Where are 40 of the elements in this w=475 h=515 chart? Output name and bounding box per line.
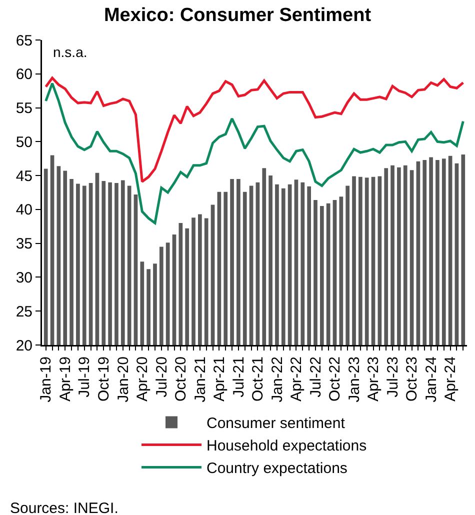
x-tick-label: Jan-24 — [422, 356, 440, 402]
annotation: n.s.a. — [53, 44, 88, 60]
x-tick-label: Jul-19 — [76, 356, 94, 398]
x-tick-label: Jul-22 — [307, 356, 324, 398]
line-series — [44, 82, 464, 224]
y-tick-label: 45 — [16, 168, 32, 185]
y-tick-label: 30 — [16, 269, 32, 286]
x-tick-label: Oct-23 — [404, 356, 421, 402]
y-tick-label: 60 — [16, 66, 32, 84]
x-tick-label: Jan-19 — [38, 356, 55, 402]
y-tick-label: 40 — [16, 202, 32, 219]
legend-label: Household expectations — [206, 438, 367, 455]
y-tick-label: 35 — [16, 236, 32, 253]
x-tick-label: Apr-19 — [56, 356, 74, 402]
y-tick-label: 55 — [16, 100, 32, 118]
x-tick-label: Jan-21 — [192, 356, 209, 402]
x-tick-label: Jan-22 — [268, 356, 286, 402]
chart-title: Mexico: Consumer Sentiment — [104, 5, 372, 26]
y-tick-label: 25 — [16, 303, 32, 320]
x-tick-label: Apr-20 — [134, 356, 152, 402]
x-tick-label: Oct-22 — [326, 356, 344, 402]
legend-label: Consumer sentiment — [206, 415, 346, 432]
y-tick-label: 20 — [16, 337, 32, 354]
x-tick-label: Jul-20 — [153, 356, 170, 398]
line-series — [44, 76, 464, 183]
x-tick-label: Oct-20 — [172, 356, 190, 402]
x-tick-label: Jul-21 — [230, 356, 248, 398]
legend-label: Country expectations — [206, 460, 348, 478]
x-tick-label: Apr-21 — [211, 356, 228, 402]
y-tick-label: 65 — [16, 32, 32, 50]
x-tick-label: Oct-19 — [96, 356, 113, 402]
x-tick-label: Jul-23 — [384, 356, 402, 398]
x-tick-label: Jan-23 — [346, 356, 363, 402]
source-note: Sources: INEGI. — [10, 500, 118, 515]
x-tick-label: Apr-23 — [365, 356, 382, 402]
x-tick-label: Apr-24 — [442, 356, 460, 402]
x-tick-label: Jan-20 — [114, 356, 132, 402]
x-tick-label: Oct-21 — [250, 356, 267, 402]
y-tick-label: 50 — [16, 134, 32, 151]
x-tick-label: Apr-22 — [288, 356, 306, 402]
